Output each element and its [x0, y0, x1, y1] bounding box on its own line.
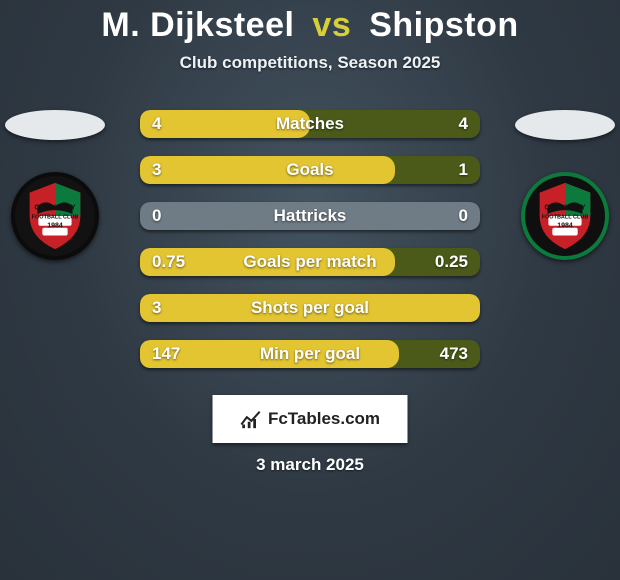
right-plate — [515, 110, 615, 140]
crest-text-bot: FOOTBALL CLUB — [32, 214, 79, 220]
crest-year: 1984 — [47, 223, 63, 230]
page-title: M. Dijksteel vs Shipston — [0, 0, 620, 45]
crest-year: 1984 — [557, 223, 573, 230]
stat-bar: 147Min per goal473 — [140, 340, 480, 368]
subtitle: Club competitions, Season 2025 — [0, 53, 620, 73]
watermark: FcTables.com — [213, 395, 408, 443]
bar-right-value: 0.25 — [435, 248, 468, 276]
bar-label: Hattricks — [140, 202, 480, 230]
vs-label: vs — [312, 6, 351, 44]
crest-text-top: CORK CITY — [544, 203, 585, 212]
right-crest-text: CORK CITY FOOTBALL CLUB 1984 — [542, 203, 589, 230]
chart-icon — [240, 408, 262, 430]
stat-bar: 0Hattricks0 — [140, 202, 480, 230]
watermark-text: FcTables.com — [268, 409, 380, 429]
right-crest: CORK CITY FOOTBALL CLUB 1984 — [521, 172, 609, 260]
stat-bar: 3Shots per goal — [140, 294, 480, 322]
bar-label: Min per goal — [140, 340, 480, 368]
bar-label: Shots per goal — [140, 294, 480, 322]
player2-name: Shipston — [369, 6, 518, 44]
crest-text-top: CORK CITY — [34, 203, 75, 212]
left-crest: CORK CITY FOOTBALL CLUB 1984 — [11, 172, 99, 260]
player1-name: M. Dijksteel — [101, 6, 294, 44]
left-crest-text: CORK CITY FOOTBALL CLUB 1984 — [32, 203, 79, 230]
bar-label: Matches — [140, 110, 480, 138]
bar-label: Goals — [140, 156, 480, 184]
stat-bar: 3Goals1 — [140, 156, 480, 184]
left-column: CORK CITY FOOTBALL CLUB 1984 — [0, 110, 110, 260]
stat-bar: 0.75Goals per match0.25 — [140, 248, 480, 276]
comparison-infographic: M. Dijksteel vs Shipston Club competitio… — [0, 0, 620, 580]
bars-container: 4Matches4 3Goals1 0Hattricks0 0.75Goals per… — [140, 110, 480, 368]
bar-label: Goals per match — [140, 248, 480, 276]
right-column: CORK CITY FOOTBALL CLUB 1984 — [510, 110, 620, 260]
stat-bar: 4Matches4 — [140, 110, 480, 138]
bar-right-value: 0 — [459, 202, 468, 230]
bar-right-value: 4 — [459, 110, 468, 138]
bar-right-value: 473 — [440, 340, 468, 368]
date-label: 3 march 2025 — [0, 455, 620, 475]
crest-text-bot: FOOTBALL CLUB — [542, 214, 589, 220]
left-plate — [5, 110, 105, 140]
bar-right-value: 1 — [459, 156, 468, 184]
